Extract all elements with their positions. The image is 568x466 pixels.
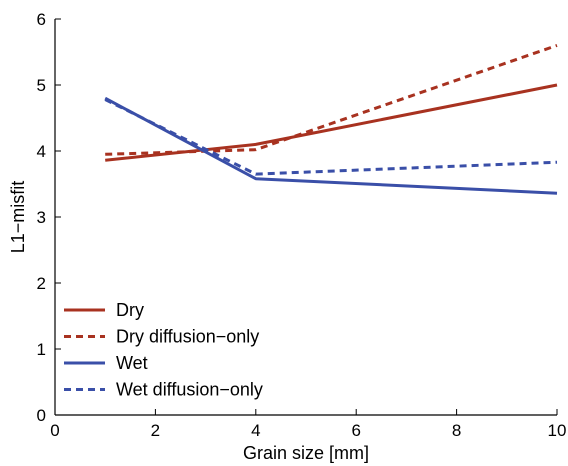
y-tick-label: 6 [37,10,46,29]
x-tick-label: 10 [548,421,567,440]
series-layer [104,43,558,195]
y-tick-label: 2 [37,274,46,293]
y-tick-label: 4 [37,142,46,161]
x-tick-label: 8 [452,421,461,440]
x-tick-label: 0 [50,421,59,440]
series-line-4 [104,98,558,176]
y-tick-label: 5 [37,76,46,95]
legend-label-1: Dry [116,300,144,320]
series-line-2 [105,43,558,156]
legend-label-3: Wet [116,353,148,373]
x-tick-label: 2 [151,421,160,440]
legend: Dry Dry diffusion−only Wet Wet diffusion−on… [64,300,263,400]
x-axis-title: Grain size [mm] [243,443,369,463]
ticks: 0 2 4 6 8 10 0 1 2 3 4 5 6 [37,10,567,440]
legend-label-4: Wet diffusion−only [116,380,263,400]
y-axis-title: L1−misfit [8,181,28,254]
series-line-1 [105,83,558,162]
x-tick-label: 4 [251,421,260,440]
legend-label-2: Dry diffusion−only [116,327,259,347]
y-tick-label: 1 [37,340,46,359]
y-tick-label: 0 [37,406,46,425]
x-tick-label: 6 [351,421,360,440]
y-tick-label: 3 [37,208,46,227]
series-line-3 [104,96,558,195]
